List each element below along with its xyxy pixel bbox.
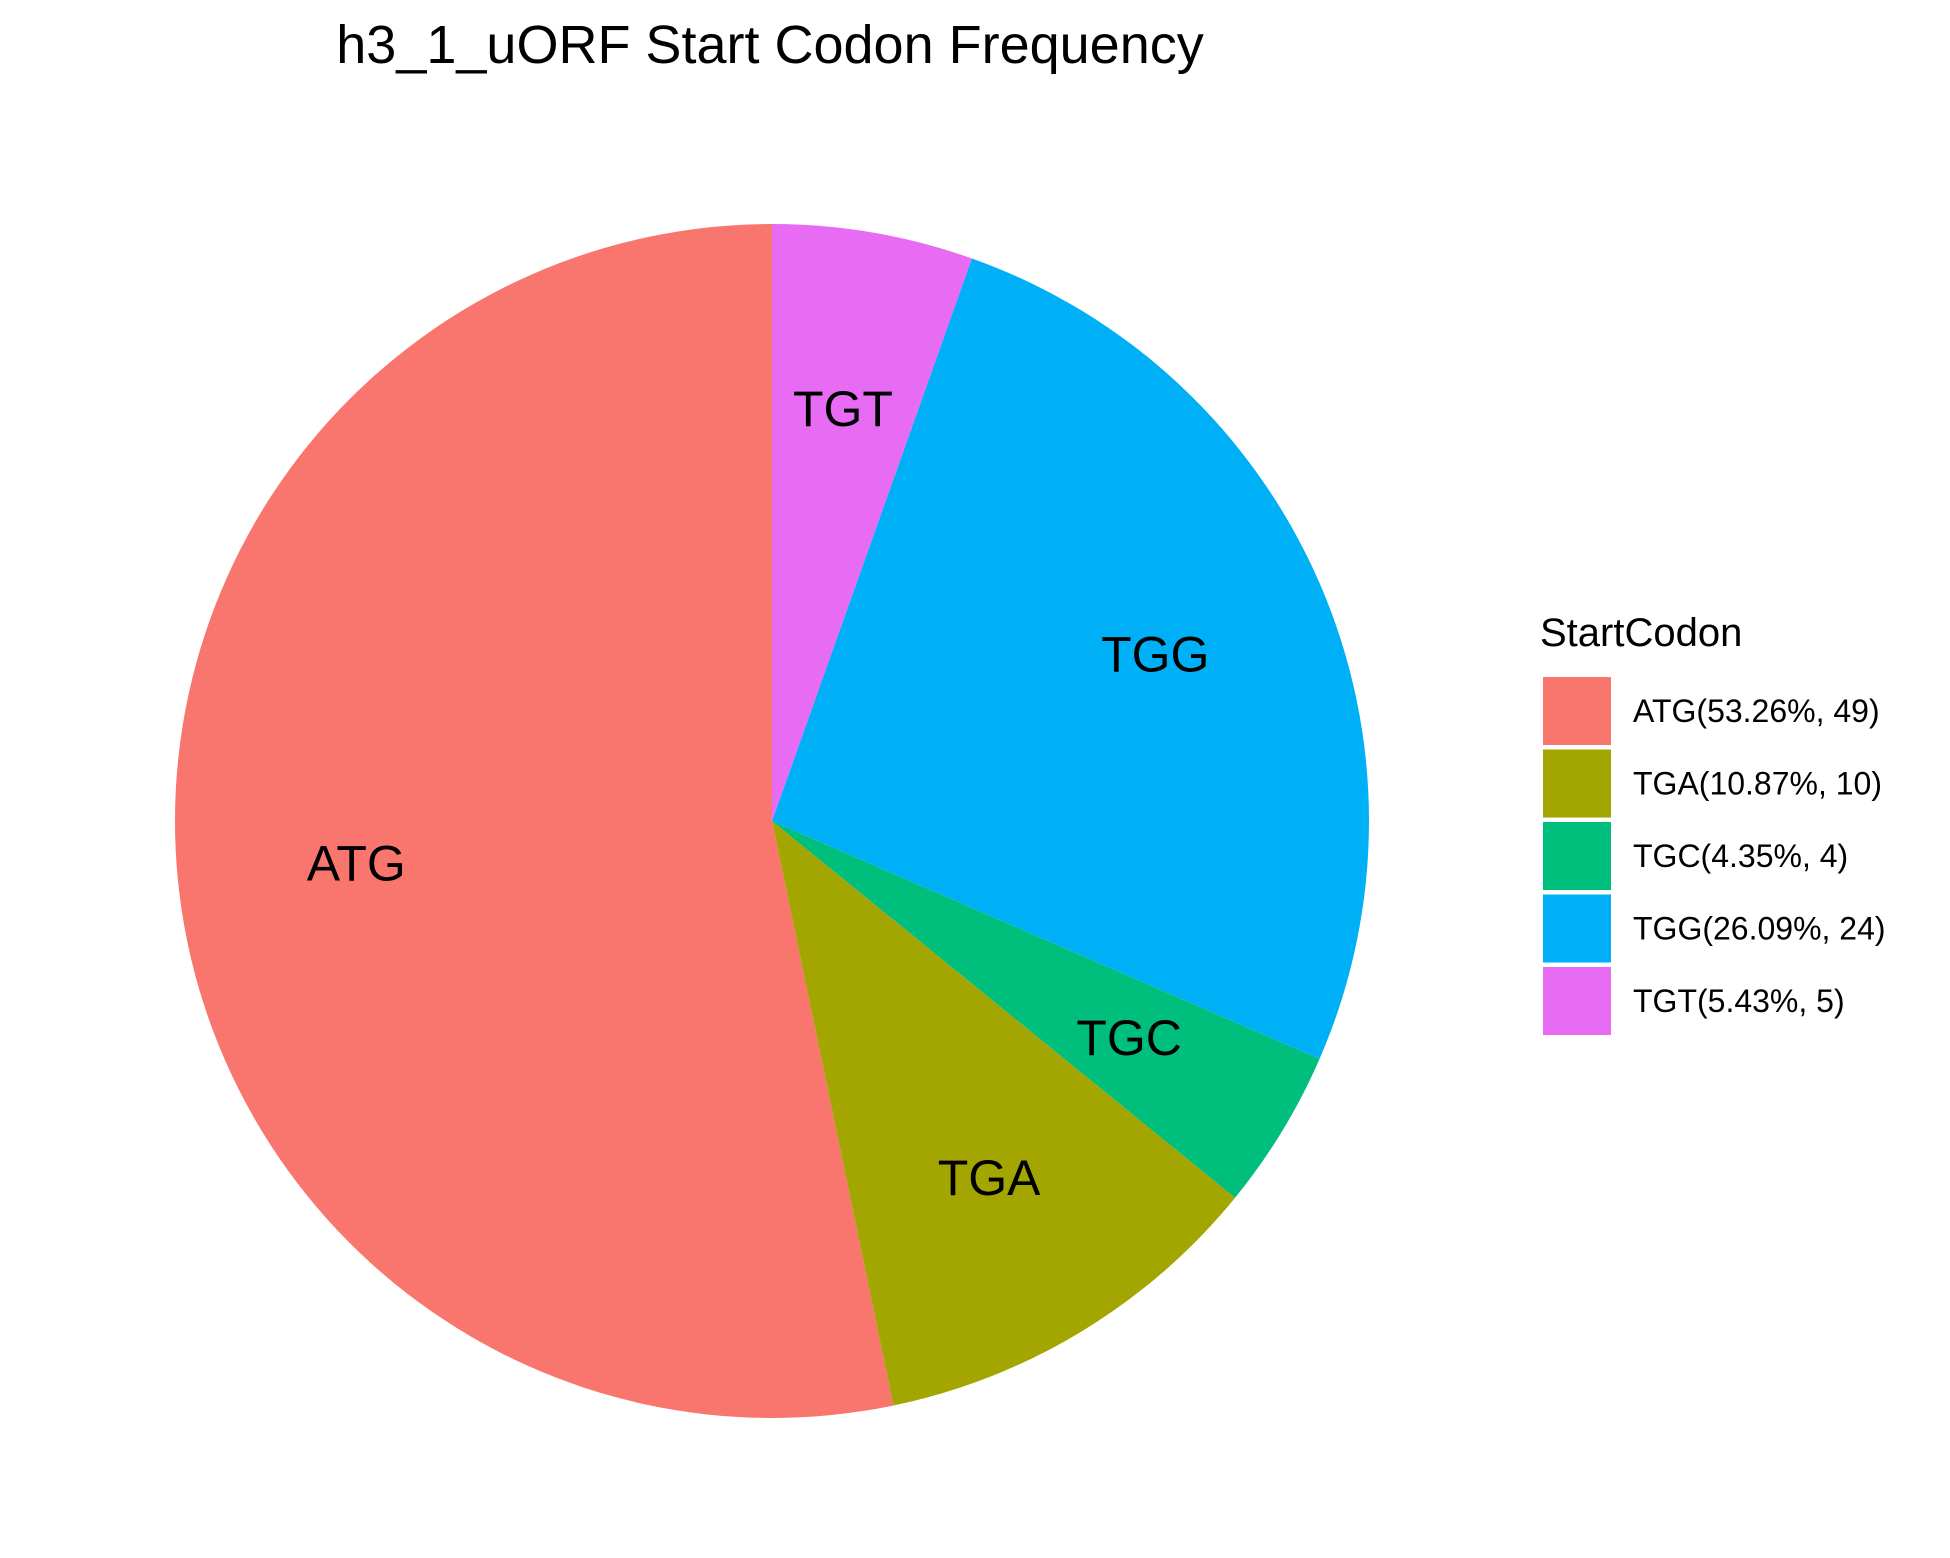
- legend: StartCodon ATG(53.26%, 49) TGA(10.87%, 10…: [1540, 611, 1886, 1035]
- legend-label-tgc: TGC(4.35%, 4): [1633, 838, 1848, 874]
- legend-title: StartCodon: [1540, 611, 1742, 655]
- pie-slice-tgg: [772, 258, 1370, 1059]
- pie-slices: [174, 224, 1370, 1419]
- legend-items: ATG(53.26%, 49) TGA(10.87%, 10) TGC(4.35%,…: [1543, 677, 1886, 1035]
- legend-key-atg: [1543, 677, 1611, 745]
- legend-key-tgt: [1543, 967, 1611, 1035]
- slice-label-atg: ATG: [307, 836, 406, 892]
- legend-key-tgc: [1543, 822, 1611, 890]
- slice-label-tgt: TGT: [793, 381, 893, 437]
- slice-label-tgc: TGC: [1076, 1010, 1182, 1066]
- slice-label-tga: TGA: [938, 1150, 1041, 1206]
- slice-label-tgg: TGG: [1101, 627, 1209, 683]
- pie-slice-tga: [772, 821, 1236, 1406]
- pie-slice-atg: [174, 224, 894, 1419]
- pie-slice-tgt: [772, 224, 972, 821]
- pie-slice-tgc: [772, 821, 1320, 1198]
- legend-key-tgg: [1543, 894, 1611, 963]
- chart-title: h3_1_uORF Start Codon Frequency: [336, 15, 1203, 75]
- legend-label-tgg: TGG(26.09%, 24): [1633, 911, 1886, 947]
- legend-label-atg: ATG(53.26%, 49): [1633, 693, 1880, 729]
- pie-slice-labels: ATG TGA TGC TGG TGT: [307, 381, 1210, 1206]
- legend-label-tga: TGA(10.87%, 10): [1633, 766, 1882, 802]
- legend-label-tgt: TGT(5.43%, 5): [1633, 983, 1845, 1019]
- legend-key-tga: [1543, 749, 1611, 818]
